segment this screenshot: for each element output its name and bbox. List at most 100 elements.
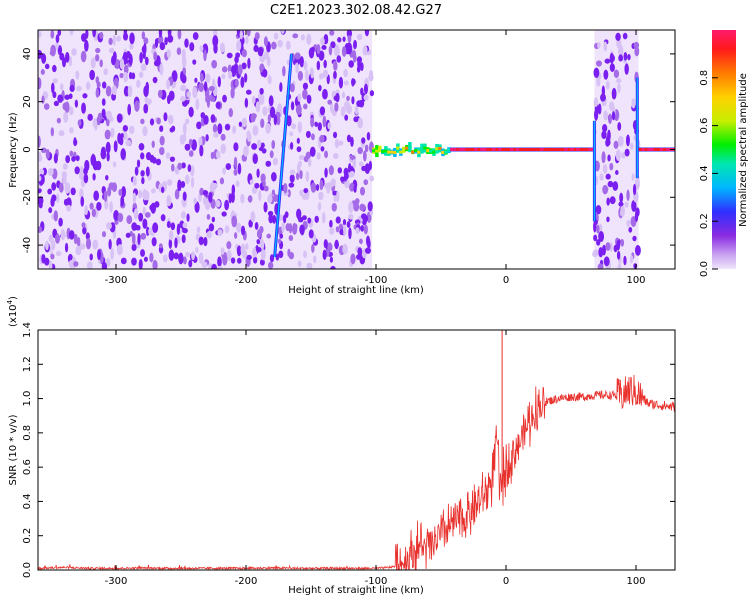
carrier-mark xyxy=(465,148,469,151)
noise-mark xyxy=(47,167,54,176)
carrier-mark xyxy=(507,148,511,151)
noise-mark xyxy=(310,117,315,128)
noise-mark xyxy=(129,42,134,50)
noise-mark xyxy=(180,180,186,188)
noise-mark xyxy=(360,224,365,232)
noise-mark xyxy=(68,56,73,67)
noise-mark xyxy=(305,170,310,183)
noise-mark xyxy=(608,113,612,125)
noise-mark xyxy=(289,174,295,183)
noise-mark xyxy=(363,83,368,95)
noise-mark xyxy=(260,118,265,128)
noise-mark xyxy=(263,185,269,192)
noise-mark xyxy=(359,186,366,196)
noise-mark xyxy=(333,61,338,71)
noise-mark xyxy=(119,137,124,146)
noise-mark xyxy=(106,151,110,162)
noise-mark xyxy=(358,99,365,108)
noise-mark xyxy=(340,176,345,182)
noise-mark xyxy=(622,32,628,40)
noise-mark xyxy=(311,46,315,53)
noise-mark xyxy=(265,122,271,134)
noise-mark xyxy=(105,174,109,181)
noise-mark xyxy=(634,245,641,256)
noise-mark xyxy=(602,163,608,174)
noise-mark xyxy=(211,216,216,223)
noise-mark xyxy=(311,244,315,253)
noise-mark xyxy=(50,253,55,260)
noise-mark xyxy=(168,238,173,249)
carrier-mark xyxy=(408,145,412,149)
noise-mark xyxy=(166,195,172,207)
noise-mark xyxy=(171,70,178,82)
noise-mark xyxy=(346,134,352,143)
noise-mark xyxy=(632,183,637,196)
noise-mark xyxy=(273,114,278,126)
noise-mark xyxy=(615,32,621,41)
noise-mark xyxy=(143,43,147,55)
noise-mark xyxy=(159,135,165,146)
noise-mark xyxy=(235,52,241,59)
noise-mark xyxy=(354,105,359,115)
carrier-mark xyxy=(372,149,376,153)
noise-mark xyxy=(315,184,320,191)
noise-mark xyxy=(149,252,154,263)
noise-mark xyxy=(349,170,355,178)
noise-mark xyxy=(341,91,346,99)
noise-mark xyxy=(265,160,272,167)
noise-mark xyxy=(634,210,639,223)
noise-mark xyxy=(61,171,68,180)
noise-mark xyxy=(145,152,152,161)
noise-mark xyxy=(262,180,266,187)
noise-mark xyxy=(246,30,251,37)
colorbar-tick-label: 0.0 xyxy=(699,261,710,277)
noise-mark xyxy=(634,46,640,57)
carrier-mark xyxy=(540,148,544,151)
noise-mark xyxy=(176,223,181,236)
noise-mark xyxy=(245,89,252,95)
noise-mark xyxy=(108,47,115,54)
noise-mark xyxy=(240,76,245,88)
noise-mark xyxy=(49,50,56,56)
noise-mark xyxy=(74,99,79,108)
noise-mark xyxy=(362,45,368,56)
noise-mark xyxy=(603,110,608,121)
noise-mark xyxy=(69,30,74,36)
noise-mark xyxy=(182,191,187,201)
noise-mark xyxy=(193,197,198,205)
noise-mark xyxy=(317,201,322,211)
noise-mark xyxy=(609,196,616,205)
noise-mark xyxy=(365,235,371,247)
noise-mark xyxy=(165,152,171,159)
noise-mark xyxy=(136,159,141,168)
noise-mark xyxy=(79,243,86,250)
noise-mark xyxy=(328,165,334,176)
noise-mark xyxy=(68,106,74,116)
noise-mark xyxy=(254,32,260,41)
noise-mark xyxy=(221,66,228,73)
noise-mark xyxy=(316,152,321,160)
noise-mark xyxy=(60,229,66,241)
noise-mark xyxy=(271,140,276,150)
carrier-mark xyxy=(438,146,442,150)
noise-mark xyxy=(109,201,113,213)
noise-mark xyxy=(137,189,143,199)
noise-mark xyxy=(64,182,71,194)
noise-mark xyxy=(337,167,342,174)
noise-mark xyxy=(105,85,112,97)
noise-mark xyxy=(38,49,43,59)
y-tick-label: 40 xyxy=(22,48,33,61)
noise-mark xyxy=(305,130,311,139)
noise-mark xyxy=(348,60,355,68)
noise-mark xyxy=(89,69,96,81)
noise-mark xyxy=(267,75,272,85)
carrier-mark xyxy=(528,148,532,151)
noise-mark xyxy=(296,208,302,220)
noise-mark xyxy=(80,33,87,42)
snr-plot-area xyxy=(38,330,675,570)
noise-mark xyxy=(196,226,201,234)
noise-mark xyxy=(38,196,44,205)
noise-mark xyxy=(296,146,302,153)
noise-mark xyxy=(363,179,369,186)
noise-mark xyxy=(236,222,242,233)
